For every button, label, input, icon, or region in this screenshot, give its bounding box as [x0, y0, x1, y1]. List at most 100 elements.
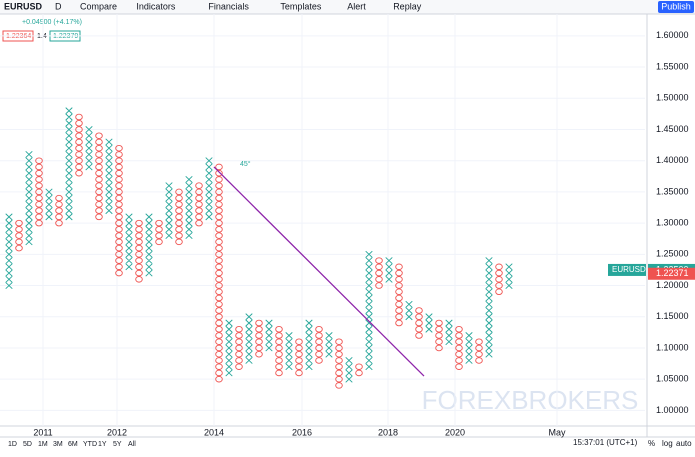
x-column	[325, 332, 333, 358]
symbol-tag	[608, 263, 646, 276]
o-column	[315, 326, 323, 364]
y-tick-label: 1.45000	[656, 124, 689, 134]
axis-option[interactable]: auto	[676, 439, 692, 448]
o-column	[435, 319, 443, 352]
range-button[interactable]: 3M	[53, 441, 63, 448]
o-column	[355, 363, 363, 377]
x-column	[85, 126, 93, 171]
y-tick-label: 1.40000	[656, 155, 689, 165]
axis-option[interactable]: %	[648, 439, 655, 448]
o-column	[275, 326, 283, 377]
o-column	[75, 113, 83, 177]
trend-line	[213, 166, 425, 377]
toolbar-button[interactable]: Replay	[393, 1, 422, 11]
x-column	[205, 157, 213, 221]
range-button[interactable]: 5D	[23, 441, 32, 448]
o-column	[35, 157, 43, 227]
y-tick-label: 1.05000	[656, 374, 689, 384]
range-button[interactable]: 6M	[68, 441, 78, 448]
publish-label[interactable]: Publish	[661, 1, 691, 11]
x-column	[245, 313, 253, 364]
x-column	[145, 213, 153, 277]
toolbar-button[interactable]: Financials	[208, 1, 249, 11]
o-column	[215, 163, 223, 383]
x-column	[185, 175, 193, 240]
x-column	[425, 313, 433, 333]
y-tick-label: 1.10000	[656, 342, 689, 352]
x-column	[5, 213, 13, 289]
o-column	[135, 219, 143, 283]
x-column	[405, 300, 413, 321]
x-tick-label: 2014	[204, 427, 224, 437]
x-column	[485, 257, 493, 358]
x-tick-label: 2012	[107, 427, 127, 437]
x-column	[505, 263, 513, 289]
o-column	[95, 132, 103, 221]
watermark: FOREXBROKERS	[422, 385, 639, 415]
y-tick-label: 1.30000	[656, 217, 689, 227]
x-column	[125, 213, 133, 271]
x-column	[445, 319, 453, 346]
o-column	[415, 307, 423, 339]
o-column	[255, 319, 263, 358]
o-column	[475, 338, 483, 364]
o-column	[15, 219, 23, 252]
clock: 15:37:01 (UTC+1)	[573, 438, 638, 447]
x-column	[365, 250, 373, 371]
x-tick-label: May	[548, 427, 566, 437]
x-column	[305, 319, 313, 371]
x-column	[265, 319, 273, 352]
y-tick-label: 1.35000	[656, 186, 689, 196]
o-column	[55, 194, 63, 227]
o-column	[235, 326, 243, 370]
o-column	[495, 263, 503, 295]
symbol-tag-label: EURUSD	[612, 265, 646, 274]
change: +0.04900 (+4.17%)	[22, 19, 82, 26]
x-tick-label: 2011	[33, 427, 52, 437]
x-tick-label: 2018	[378, 427, 398, 437]
range-button[interactable]: YTD	[83, 441, 97, 448]
price-tag-label: 1.22371	[656, 268, 689, 278]
o-column	[155, 219, 163, 246]
o-column	[195, 182, 203, 227]
o-column	[295, 338, 303, 377]
x-column	[165, 182, 173, 240]
x-column	[45, 188, 53, 221]
axis-option[interactable]: log	[662, 439, 673, 448]
range-button[interactable]: All	[128, 441, 136, 448]
x-column	[105, 138, 113, 215]
y-tick-label: 1.00000	[656, 405, 689, 415]
y-tick-label: 1.60000	[656, 30, 689, 40]
toolbar-button[interactable]: Indicators	[136, 1, 176, 11]
x-column	[345, 357, 353, 383]
toolbar-button[interactable]: Compare	[80, 1, 117, 11]
price-tag	[648, 267, 695, 280]
range-button[interactable]: 1M	[38, 441, 48, 448]
o-column	[395, 263, 403, 327]
x-column	[465, 332, 473, 364]
toolbar-button[interactable]: Templates	[280, 1, 322, 11]
y-tick-label: 1.50000	[656, 93, 689, 103]
x-column	[285, 332, 293, 371]
range-button[interactable]: 1Y	[98, 441, 107, 448]
x-tick-label: 2016	[292, 427, 312, 437]
x-tick-label: 2020	[445, 427, 465, 437]
toolbar-button[interactable]: Alert	[347, 1, 366, 11]
publish-button[interactable]	[658, 1, 694, 13]
o-column	[175, 188, 183, 246]
x-column	[225, 319, 233, 377]
symbol[interactable]: EURUSD	[4, 1, 43, 11]
o-column	[375, 257, 383, 289]
y-tick-label: 1.25000	[656, 249, 689, 259]
range-button[interactable]: 1D	[8, 441, 17, 448]
range-button[interactable]: 5Y	[113, 441, 122, 448]
interval[interactable]: D	[55, 1, 62, 11]
bottom-area	[0, 426, 695, 452]
x-column	[65, 107, 73, 221]
x-column	[385, 257, 393, 283]
o-column	[335, 338, 343, 389]
top-bar	[0, 0, 695, 14]
trend-angle: 45°	[240, 160, 251, 168]
